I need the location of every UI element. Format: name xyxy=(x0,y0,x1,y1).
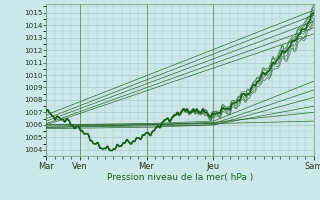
X-axis label: Pression niveau de la mer( hPa ): Pression niveau de la mer( hPa ) xyxy=(107,173,253,182)
